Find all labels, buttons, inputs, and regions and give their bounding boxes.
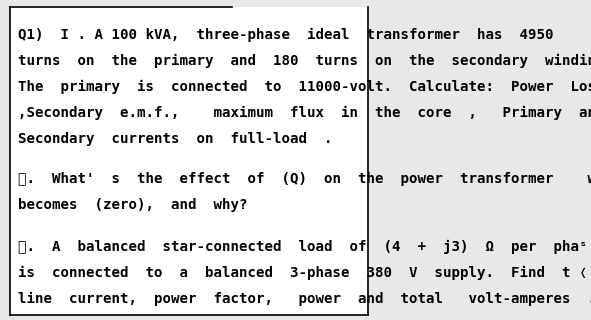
Text: Q1)  I . A 100 kVA,  three-phase  ideal  transformer  has  4950: Q1) I . A 100 kVA, three-phase ideal tra… (18, 28, 554, 42)
Text: becomes  (zero),  and  why?: becomes (zero), and why? (18, 198, 248, 212)
Text: Ⅲ.  A  balanced  star-connected  load  of  (4  +  j3)  Ω  per  phaˢ: Ⅲ. A balanced star-connected load of (4 … (18, 240, 587, 254)
Text: line  current,  power  factor,   power  and  total   volt-amperes  .: line current, power factor, power and to… (18, 292, 591, 306)
Text: Ⅱ.  What'  s  the  effect  of  (Q)  on  the  power  transformer    when: Ⅱ. What' s the effect of (Q) on the powe… (18, 172, 591, 186)
Text: is  connected  to  a  balanced  3-phase  380  V  supply.  Find  t ❬: is connected to a balanced 3-phase 380 V… (18, 266, 587, 280)
Bar (10, 7, 368, 315)
Text: The  primary  is  connected  to  11000-volt.  Calculate:  Power  Loss: The primary is connected to 11000-volt. … (18, 80, 591, 94)
Text: Secondary  currents  on  full-load  .: Secondary currents on full-load . (18, 132, 333, 146)
Text: turns  on  the  primary  and  180  turns  on  the  secondary  winding.: turns on the primary and 180 turns on th… (18, 54, 591, 68)
Text: ,Secondary  e.m.f.,    maximum  flux  in  the  core  ,   Primary  and: ,Secondary e.m.f., maximum flux in the c… (18, 106, 591, 120)
